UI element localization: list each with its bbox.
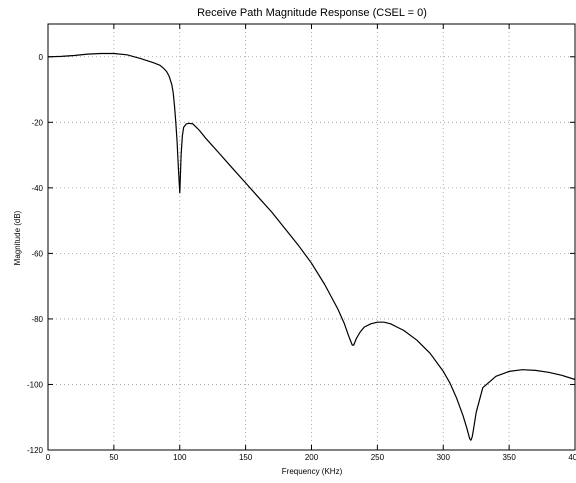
chart-title: Receive Path Magnitude Response (CSEL = …	[197, 7, 427, 19]
x-tick-label: 300	[437, 453, 451, 462]
magnitude-response-line	[47, 52, 576, 441]
x-tick-label: 50	[109, 453, 118, 462]
y-tick-label: -80	[31, 315, 43, 324]
x-tick-labels: 0 50 100 150 200 250 300 350 400	[46, 453, 576, 462]
x-axis-label: Frequency (KHz)	[282, 467, 343, 476]
x-tick-label: 150	[239, 453, 253, 462]
y-tick-label: -40	[31, 184, 43, 193]
data-layer	[47, 52, 576, 441]
y-tick-label: -60	[31, 249, 43, 258]
grid-lines	[48, 24, 575, 451]
x-tick-label: 200	[305, 453, 319, 462]
x-tick-label: 250	[371, 453, 385, 462]
x-tick-label: 400	[568, 453, 576, 462]
x-tick-label: 350	[502, 453, 516, 462]
tick-marks	[47, 24, 576, 451]
y-tick-label: 0	[39, 53, 44, 62]
y-axis-label: Magnitude (dB)	[13, 210, 22, 265]
y-tick-label: -100	[27, 380, 44, 389]
x-tick-label: 0	[46, 453, 51, 462]
x-tick-label: 100	[173, 453, 187, 462]
y-tick-label: -20	[31, 118, 43, 127]
y-tick-label: -120	[27, 446, 44, 455]
y-tick-labels: 0 -20 -40 -60 -80 -100 -120	[27, 53, 44, 455]
